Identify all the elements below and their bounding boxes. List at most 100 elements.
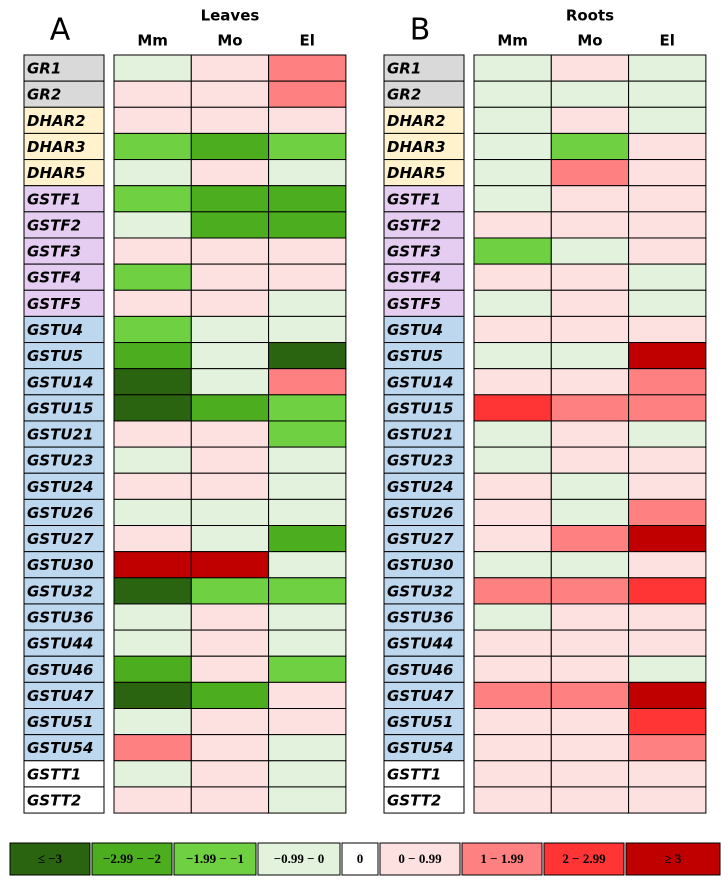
heat-cell bbox=[113, 185, 192, 213]
heat-cell bbox=[473, 760, 552, 788]
gene-label: GSTU23 bbox=[27, 452, 93, 470]
legend-swatch bbox=[543, 842, 625, 876]
heat-cell bbox=[628, 289, 707, 317]
gene-cell bbox=[23, 760, 105, 788]
heat-cell bbox=[113, 681, 192, 709]
gene-cell bbox=[23, 80, 105, 108]
gene-label: GSTU36 bbox=[27, 609, 93, 627]
heat-cell bbox=[268, 498, 347, 527]
gene-cell bbox=[383, 315, 465, 344]
legend-label: 1 − 1.99 bbox=[480, 851, 524, 866]
legend-swatch bbox=[625, 842, 721, 876]
column-label: El bbox=[660, 32, 675, 50]
gene-cell bbox=[383, 551, 465, 579]
heat-cell bbox=[268, 315, 347, 344]
heat-cell bbox=[190, 315, 270, 344]
heat-cell bbox=[268, 786, 347, 814]
gene-cell bbox=[383, 472, 465, 500]
heat-cell bbox=[628, 655, 707, 683]
heat-cell bbox=[628, 54, 707, 82]
gene-label: GSTF1 bbox=[27, 190, 81, 208]
heat-cell bbox=[190, 263, 270, 291]
gene-label: GSTU46 bbox=[387, 661, 453, 679]
gene-label: DHAR2 bbox=[387, 112, 446, 130]
heat-cell bbox=[268, 159, 347, 187]
heat-cell bbox=[268, 368, 347, 396]
gene-cell bbox=[23, 315, 105, 344]
gene-label: GSTU51 bbox=[387, 713, 453, 731]
heat-cell bbox=[473, 629, 552, 657]
gene-label: GSTU32 bbox=[27, 582, 93, 600]
heat-cell bbox=[550, 315, 630, 344]
gene-cell bbox=[383, 80, 465, 108]
gene-cell bbox=[383, 498, 465, 527]
gene-cell bbox=[23, 603, 105, 631]
gene-label: GSTU27 bbox=[27, 530, 94, 548]
heat-cell bbox=[190, 629, 270, 657]
heat-cell bbox=[628, 106, 707, 134]
gene-label: GSTT2 bbox=[387, 791, 441, 809]
heat-cell bbox=[113, 525, 192, 553]
heat-cell bbox=[628, 420, 707, 448]
heat-cell bbox=[628, 498, 707, 527]
legend-label: ≥ 3 bbox=[665, 851, 682, 866]
heat-cell bbox=[268, 577, 347, 605]
heat-cell bbox=[190, 342, 270, 370]
heat-cell bbox=[473, 211, 552, 239]
heat-cell bbox=[550, 577, 630, 605]
heat-cell bbox=[473, 263, 552, 291]
legend-label: ≤ −3 bbox=[38, 851, 63, 866]
heat-cell bbox=[268, 263, 347, 291]
gene-label: GSTU4 bbox=[27, 321, 83, 339]
gene-label: GSTU14 bbox=[387, 373, 453, 391]
gene-label: DHAR5 bbox=[387, 164, 446, 182]
heat-cell bbox=[113, 211, 192, 239]
heat-cell bbox=[190, 394, 270, 422]
heat-cell bbox=[113, 472, 192, 500]
heat-cell bbox=[628, 263, 707, 291]
heat-cell bbox=[113, 760, 192, 788]
heat-cell bbox=[190, 472, 270, 500]
gene-label: GSTF4 bbox=[27, 269, 81, 287]
gene-cell bbox=[383, 603, 465, 631]
gene-label: GSTF1 bbox=[387, 190, 441, 208]
heat-cell bbox=[113, 132, 192, 161]
gene-cell bbox=[23, 394, 105, 422]
gene-label: GSTF5 bbox=[387, 295, 441, 313]
gene-cell bbox=[383, 211, 465, 239]
heat-cell bbox=[268, 394, 347, 422]
heat-cell bbox=[473, 54, 552, 82]
heat-cell bbox=[268, 629, 347, 657]
heat-cell bbox=[628, 551, 707, 579]
gene-cell bbox=[23, 577, 105, 605]
gene-label: GSTU47 bbox=[27, 687, 94, 705]
gene-cell bbox=[23, 54, 105, 82]
heat-cell bbox=[628, 577, 707, 605]
heat-cell bbox=[550, 603, 630, 631]
gene-cell bbox=[383, 708, 465, 736]
gene-cell bbox=[23, 342, 105, 370]
heat-cell bbox=[473, 446, 552, 474]
heat-cell bbox=[113, 603, 192, 631]
gene-label: GSTF2 bbox=[27, 216, 81, 234]
heat-cell bbox=[113, 498, 192, 527]
heat-cell bbox=[628, 603, 707, 631]
heat-cell bbox=[628, 394, 707, 422]
gene-cell bbox=[383, 655, 465, 683]
tissue-title: Leaves bbox=[201, 7, 260, 25]
heat-cell bbox=[628, 342, 707, 370]
legend-swatch bbox=[461, 842, 543, 876]
gene-cell bbox=[383, 577, 465, 605]
heat-cell bbox=[628, 237, 707, 265]
legend-swatch bbox=[9, 842, 91, 876]
gene-cell bbox=[383, 394, 465, 422]
tissue-title: Roots bbox=[566, 7, 614, 25]
heat-cell bbox=[190, 289, 270, 317]
heat-cell bbox=[268, 54, 347, 82]
gene-label: GSTT2 bbox=[27, 791, 81, 809]
gene-label: DHAR5 bbox=[27, 164, 86, 182]
heat-cell bbox=[190, 708, 270, 736]
heat-cell bbox=[190, 185, 270, 213]
legend-swatch bbox=[257, 842, 341, 876]
heat-cell bbox=[550, 655, 630, 683]
